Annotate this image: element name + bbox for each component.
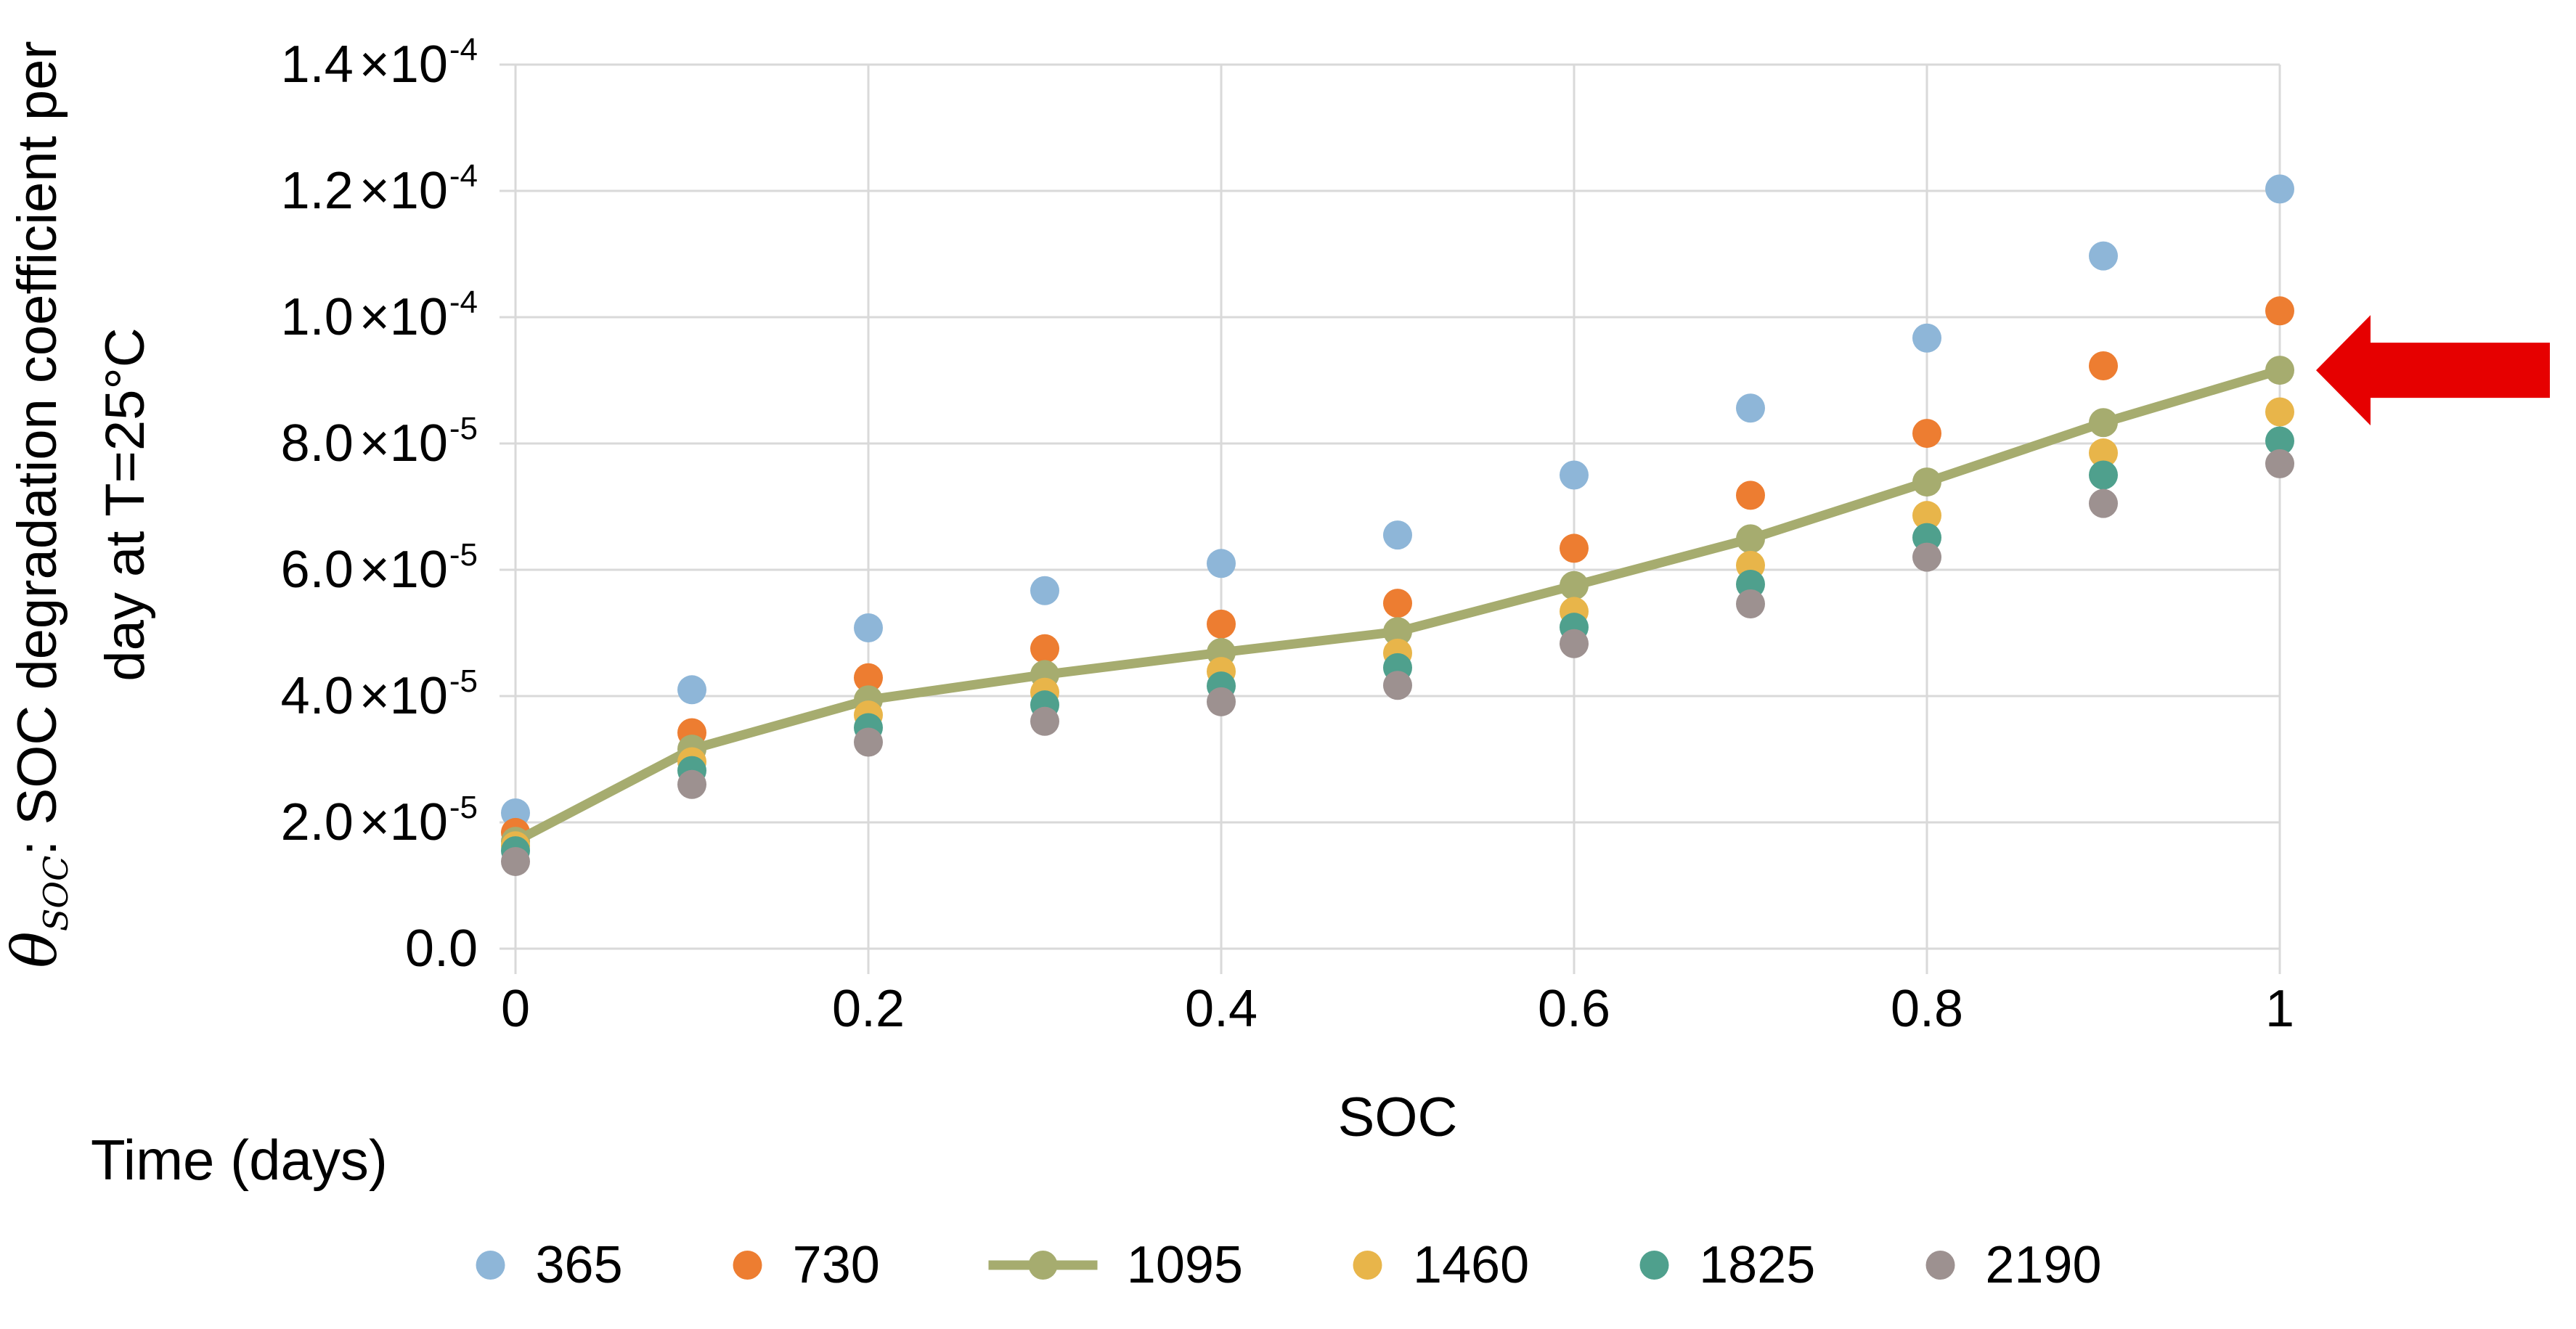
theta-symbol: θ xyxy=(0,931,70,968)
data-point-series-730 xyxy=(854,663,883,692)
data-point-series-2190 xyxy=(2089,488,2118,518)
legend-marker-icon-1460 xyxy=(1353,1251,1382,1280)
data-point-series-365 xyxy=(1207,549,1236,578)
legend-item-1825: 1825 xyxy=(1638,1225,1815,1305)
legend: 365 730 1095 1460 1825 2190 xyxy=(475,1225,2101,1305)
data-point-series-1095 xyxy=(1736,524,1765,554)
data-point-series-2190 xyxy=(1736,589,1765,618)
theta-subscript: SOC xyxy=(36,855,76,932)
data-point-series-365 xyxy=(1030,576,1059,605)
data-point-series-2190 xyxy=(501,846,530,876)
data-point-series-365 xyxy=(1560,460,1589,490)
data-point-series-365 xyxy=(1912,323,1941,353)
x-tick-label: 0.4 xyxy=(1184,980,1258,1038)
red-arrow-annotation xyxy=(2316,315,2550,426)
data-point-series-1825 xyxy=(2265,426,2294,456)
y-tick-label: 2.0 ×10-5 xyxy=(280,790,478,851)
x-tick-label: 0.8 xyxy=(1890,980,1964,1038)
data-point-series-730 xyxy=(1383,589,1412,618)
legend-marker-icon-365 xyxy=(476,1251,505,1280)
data-point-series-730 xyxy=(2089,351,2118,380)
data-point-series-365 xyxy=(854,613,883,643)
legend-label: 730 xyxy=(792,1236,880,1294)
legend-item-365: 365 xyxy=(475,1225,623,1305)
x-tick-label: 1 xyxy=(2265,980,2295,1038)
legend-label: 1095 xyxy=(1126,1236,1243,1294)
data-point-series-1825 xyxy=(2089,460,2118,490)
y-axis-title-line1: θSOC: SOC degradation coefficient per xyxy=(0,33,91,976)
x-tick-label: 0.2 xyxy=(831,980,905,1038)
y-tick-label: 4.0 ×10-5 xyxy=(280,663,478,725)
data-point-series-1460 xyxy=(2265,397,2294,427)
legend-item-730: 730 xyxy=(732,1225,880,1305)
y-axis-title-line2: day at T=25°C xyxy=(94,327,157,682)
legend-marker-icon-1095 xyxy=(988,1251,1098,1280)
data-point-series-2190 xyxy=(854,727,883,757)
data-point-series-365 xyxy=(1383,520,1412,550)
y-tick-label: 6.0 ×10-5 xyxy=(280,537,478,599)
data-point-series-730 xyxy=(1030,634,1059,663)
data-point-series-1095 xyxy=(1912,467,1941,497)
y-tick-label: 0.0 xyxy=(404,920,478,978)
data-point-series-730 xyxy=(2265,296,2294,326)
legend-label: 1460 xyxy=(1412,1236,1530,1294)
data-point-series-365 xyxy=(677,675,706,705)
data-point-series-365 xyxy=(2265,174,2294,204)
data-point-series-1460 xyxy=(1912,501,1941,531)
legend-item-1095: 1095 xyxy=(988,1225,1243,1305)
data-point-series-2190 xyxy=(1383,671,1412,700)
data-point-series-730 xyxy=(1736,481,1765,510)
legend-marker-icon-730 xyxy=(733,1251,762,1280)
data-point-series-2190 xyxy=(677,769,706,799)
x-tick-label: 0 xyxy=(500,980,531,1038)
data-point-series-365 xyxy=(1736,393,1765,423)
legend-item-1460: 1460 xyxy=(1352,1225,1529,1305)
legend-label: 2190 xyxy=(1985,1236,2102,1294)
y-tick-label: 8.0 ×10-5 xyxy=(280,411,478,473)
data-point-series-2190 xyxy=(1030,706,1059,736)
data-point-series-1460 xyxy=(2089,438,2118,468)
x-tick-label: 0.6 xyxy=(1537,980,1611,1038)
data-point-series-2190 xyxy=(1912,542,1941,572)
data-point-series-730 xyxy=(1560,533,1589,563)
legend-marker-icon-2190 xyxy=(1925,1251,1955,1280)
y-axis-title-text: : SOC degradation coefficient per xyxy=(7,41,68,856)
data-point-series-1095 xyxy=(2265,356,2294,385)
legend-marker-icon-1825 xyxy=(1639,1251,1669,1280)
data-point-series-1095 xyxy=(2089,408,2118,438)
data-point-series-2190 xyxy=(2265,449,2294,478)
y-tick-label: 1.0 ×10-4 xyxy=(280,285,478,346)
data-point-series-365 xyxy=(2089,241,2118,271)
data-point-series-730 xyxy=(1207,609,1236,639)
data-point-series-1095 xyxy=(1383,617,1412,647)
data-point-series-1095 xyxy=(1560,571,1589,600)
x-axis-title: SOC xyxy=(1337,1087,1458,1148)
legend-item-2190: 2190 xyxy=(1924,1225,2101,1305)
legend-label: 1825 xyxy=(1699,1236,1816,1294)
data-point-series-2190 xyxy=(1207,687,1236,716)
legend-title: Time (days) xyxy=(91,1128,388,1192)
y-tick-label: 1.2 ×10-4 xyxy=(280,158,478,220)
data-point-series-2190 xyxy=(1560,629,1589,658)
y-axis-title: θSOC: SOC degradation coefficient per da… xyxy=(0,33,156,976)
y-tick-label: 1.4 ×10-4 xyxy=(280,32,478,94)
data-point-series-730 xyxy=(1912,419,1941,449)
legend-label: 365 xyxy=(535,1236,623,1294)
